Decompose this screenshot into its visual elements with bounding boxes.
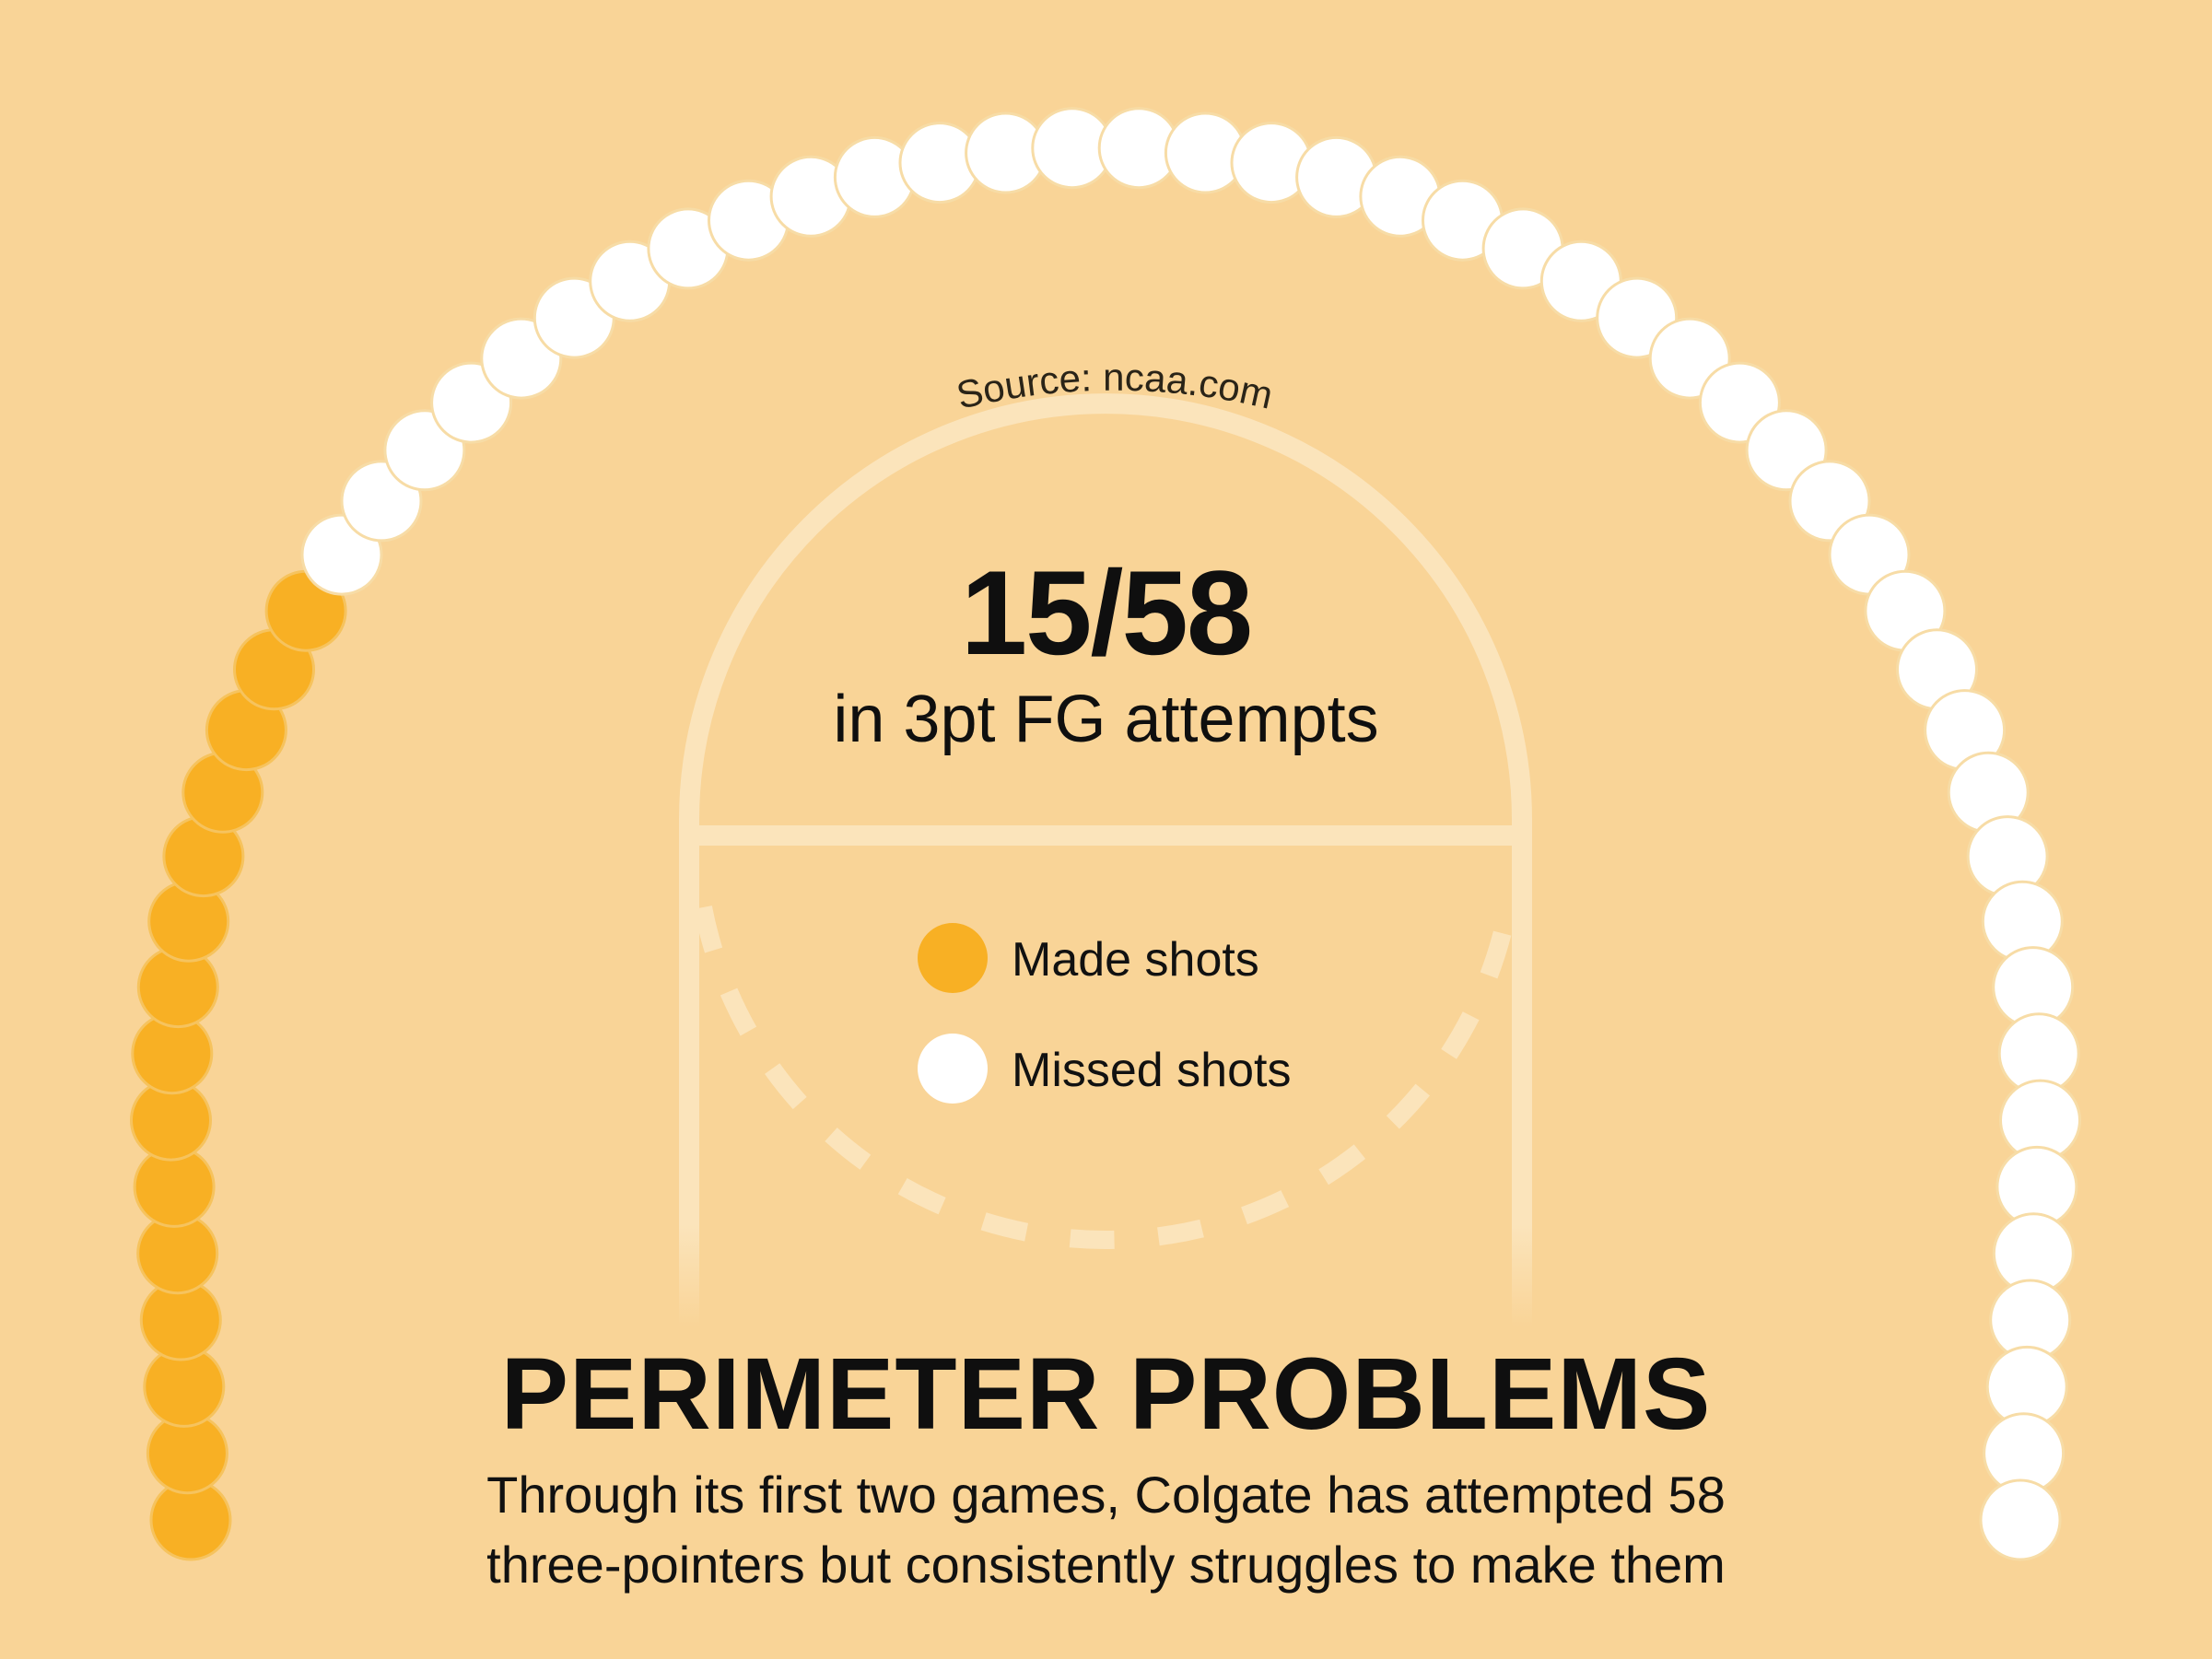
description-line-2: three-pointers but consistently struggle… bbox=[486, 1536, 1726, 1594]
legend-label-missed: Missed shots bbox=[1012, 1044, 1292, 1097]
court-lines bbox=[679, 393, 1532, 1326]
made-attempts-stat: 15/58 bbox=[960, 545, 1253, 680]
legend-label-made: Made shots bbox=[1012, 933, 1259, 987]
shot-dots bbox=[130, 107, 2081, 1561]
legend-swatch-made bbox=[918, 923, 988, 993]
description: Through its first two games, Colgate has… bbox=[0, 1460, 2212, 1600]
description-line-1: Through its first two games, Colgate has… bbox=[486, 1466, 1726, 1524]
free-throw-dashed-arc bbox=[694, 905, 1517, 1249]
headline: PERIMETER PROBLEMS bbox=[500, 1338, 1712, 1451]
lane-right-line bbox=[1512, 818, 1532, 1326]
stat-subtitle: in 3pt FG attempts bbox=[833, 683, 1379, 756]
lane-left-line bbox=[679, 818, 699, 1326]
key-top-arc bbox=[679, 393, 1532, 821]
missed-shot-dot bbox=[1979, 1478, 2062, 1561]
legend-swatch-missed bbox=[918, 1034, 988, 1104]
